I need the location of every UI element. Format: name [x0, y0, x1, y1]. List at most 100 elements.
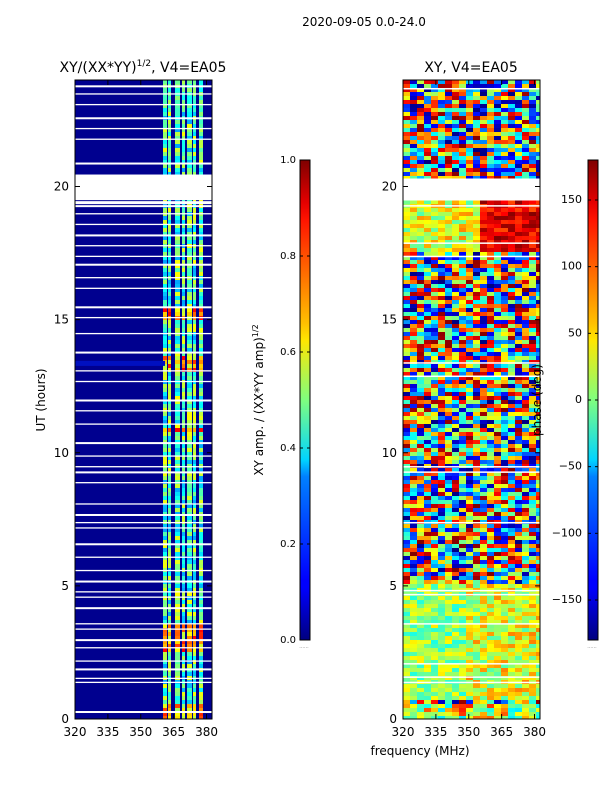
right-heatmap-cell: [466, 516, 473, 520]
right-heatmap-cell: [466, 228, 473, 232]
left-heatmap-cell: [168, 488, 171, 492]
right-heatmap-cell: [438, 424, 445, 428]
left-heatmap-cell: [163, 688, 167, 692]
right-heatmap-cell: [431, 200, 438, 204]
right-heatmap-cell: [529, 536, 536, 540]
left-heatmap-cell: [199, 564, 203, 568]
left-heatmap-cell: [182, 492, 185, 496]
right-heatmap-cell: [529, 620, 536, 624]
right-heatmap-cell: [494, 596, 501, 600]
right-heatmap-cell: [529, 220, 536, 224]
right-heatmap-cell: [459, 368, 466, 372]
right-heatmap-cell: [459, 356, 466, 360]
right-heatmap-cell: [515, 608, 522, 612]
right-heatmap-cell: [417, 640, 424, 644]
right-heatmap-cell: [487, 600, 494, 604]
right-heatmap-cell: [515, 404, 522, 408]
right-heatmap-cell: [515, 200, 522, 204]
right-heatmap-cell: [508, 220, 515, 224]
right-heatmap-cell: [473, 716, 480, 719]
right-heatmap-cell: [536, 716, 540, 719]
left-heatmap-cell: [168, 672, 171, 676]
right-heatmap-cell: [403, 572, 410, 576]
right-heatmap-cell: [417, 116, 424, 120]
left-heatmap-cell: [187, 96, 192, 100]
left-title-main: XY/(XX*YY): [60, 60, 137, 76]
right-heatmap-cell: [480, 364, 487, 368]
right-heatmap-cell: [438, 480, 445, 484]
left-heatmap-cell: [193, 472, 196, 476]
right-heatmap-cell: [508, 540, 515, 544]
right-heatmap-cell: [417, 80, 424, 84]
right-heatmap-cell: [424, 528, 431, 532]
right-heatmap-cell: [424, 628, 431, 632]
right-heatmap-cell: [410, 100, 417, 104]
left-heatmap-cell: [182, 488, 185, 492]
right-heatmap-cell: [410, 176, 417, 180]
left-heatmap-cell: [187, 648, 192, 652]
right-heatmap-cell: [431, 524, 438, 528]
left-heatmap-cell: [199, 428, 203, 432]
left-heatmap-cell: [182, 444, 185, 448]
right-heatmap-cell: [459, 596, 466, 600]
right-heatmap-cell: [452, 584, 459, 588]
right-heatmap-cell: [424, 684, 431, 688]
right-heatmap-cell: [459, 460, 466, 464]
right-heatmap-cell: [438, 336, 445, 340]
left-x-tick-label: 320: [64, 725, 87, 739]
right-heatmap-cell: [508, 412, 515, 416]
right-heatmap-cell: [487, 608, 494, 612]
right-heatmap-cell: [515, 432, 522, 436]
right-heatmap-cell: [438, 304, 445, 308]
right-heatmap-cell: [452, 360, 459, 364]
right-heatmap-cell: [410, 516, 417, 520]
left-heatmap-cell: [187, 88, 192, 92]
right-heatmap-cell: [417, 432, 424, 436]
right-heatmap-cell: [515, 436, 522, 440]
right-heatmap-cell: [431, 316, 438, 320]
right-heatmap-cell: [459, 412, 466, 416]
right-heatmap-cell: [473, 636, 480, 640]
right-heatmap-cell: [529, 128, 536, 132]
left-heatmap-cell: [199, 108, 203, 112]
right-heatmap-cell: [417, 556, 424, 560]
right-heatmap-cell: [417, 96, 424, 100]
left-heatmap-cell: [187, 232, 192, 236]
right-heatmap-cell: [410, 140, 417, 144]
left-heatmap-cell: [182, 124, 185, 128]
left-heatmap-cell: [163, 304, 167, 308]
right-heatmap-cell: [424, 104, 431, 108]
right-heatmap-cell: [424, 476, 431, 480]
left-heatmap-gap: [75, 197, 212, 201]
right-heatmap-cell: [536, 664, 540, 668]
left-heatmap-cell: [182, 672, 185, 676]
right-heatmap-cell: [459, 640, 466, 644]
right-heatmap-cell: [445, 328, 452, 332]
right-heatmap-cell: [403, 712, 410, 716]
right-heatmap-cell: [452, 528, 459, 532]
right-heatmap-cell: [501, 88, 508, 92]
right-heatmap-cell: [494, 388, 501, 392]
right-heatmap-cell: [403, 112, 410, 116]
left-heatmap-cell: [168, 388, 171, 392]
right-heatmap-cell: [508, 692, 515, 696]
right-heatmap-cell: [424, 416, 431, 420]
right-heatmap-cell: [431, 564, 438, 568]
right-heatmap-cell: [487, 372, 494, 376]
right-heatmap-cell: [417, 572, 424, 576]
right-heatmap-cell: [487, 240, 494, 244]
left-heatmap-cell: [168, 700, 171, 704]
right-heatmap-cell: [459, 544, 466, 548]
right-heatmap-cell: [417, 272, 424, 276]
right-heatmap-cell: [501, 444, 508, 448]
left-heatmap-cell: [163, 400, 167, 404]
right-heatmap-cell: [438, 524, 445, 528]
right-heatmap-cell: [508, 648, 515, 652]
left-heatmap-cell: [193, 172, 196, 176]
right-heatmap-cell: [508, 360, 515, 364]
right-heatmap-cell: [487, 92, 494, 96]
left-heatmap-cell: [187, 700, 192, 704]
right-heatmap-cell: [515, 460, 522, 464]
right-heatmap-cell: [466, 328, 473, 332]
right-heatmap-cell: [403, 224, 410, 228]
